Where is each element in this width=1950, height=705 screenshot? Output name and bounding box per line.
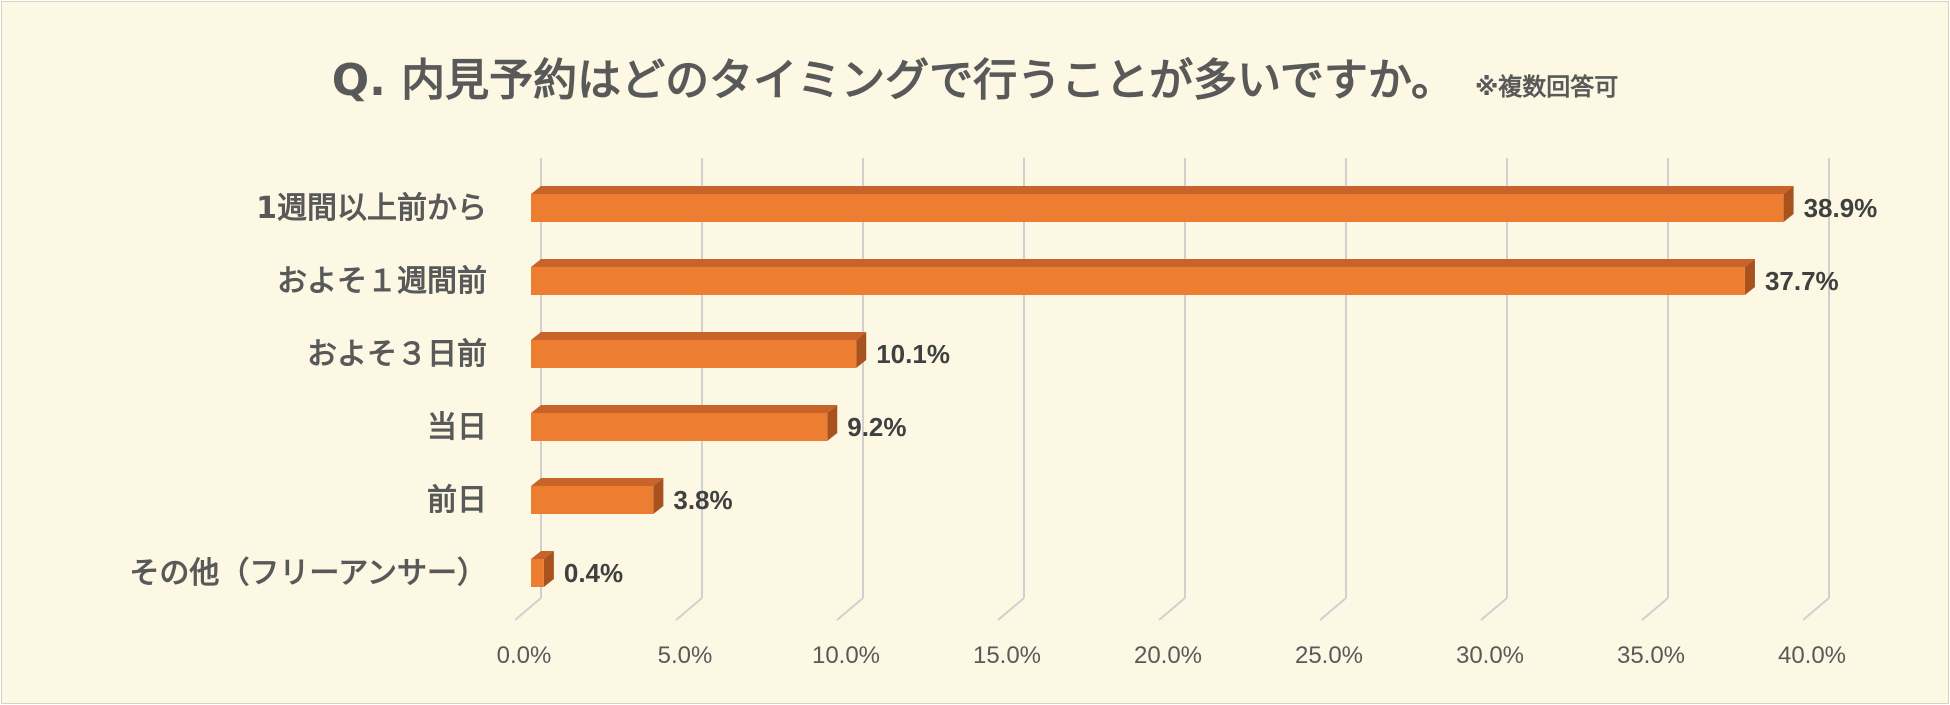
- x-tick-label: 30.0%: [1456, 642, 1524, 669]
- data-label: 37.7%: [1765, 266, 1839, 296]
- gridline-floor: [997, 597, 1025, 621]
- gridline-floor: [1641, 597, 1669, 621]
- bar-top-face: [531, 405, 838, 413]
- bar: [531, 194, 1784, 222]
- bar: [531, 267, 1745, 295]
- gridline-floor: [1802, 597, 1830, 621]
- category-label: およそ３日前: [307, 337, 487, 372]
- data-label: 9.2%: [847, 412, 906, 442]
- category-label: およそ１週間前: [277, 264, 487, 299]
- gridline-floor: [514, 597, 542, 621]
- x-tick-label: 10.0%: [812, 642, 880, 669]
- gridline-floor: [675, 597, 703, 621]
- bar-top-face: [531, 332, 867, 340]
- bar-top-face: [531, 259, 1755, 267]
- x-tick-label: 5.0%: [658, 642, 713, 669]
- data-label: 0.4%: [564, 558, 623, 588]
- x-tick-label: 20.0%: [1134, 642, 1202, 669]
- bar-side-face: [856, 332, 867, 368]
- bar: [531, 340, 857, 368]
- x-tick-label: 25.0%: [1295, 642, 1363, 669]
- category-label: その他（フリーアンサー）: [129, 556, 487, 591]
- gridline-floor: [1158, 597, 1186, 621]
- bar-top-face: [531, 551, 554, 559]
- chart-subtitle: ※複数回答可: [1474, 73, 1619, 101]
- bar-top-face: [531, 186, 1794, 194]
- bar: [531, 559, 544, 587]
- chart-title: Q. 内見予約はどのタイミングで行うことが多いですか。 ※複数回答可: [2, 44, 1948, 108]
- bar-top-face: [531, 478, 664, 486]
- data-label: 10.1%: [876, 339, 950, 369]
- bar: [531, 413, 828, 441]
- bar: [531, 486, 654, 514]
- category-label: 前日: [427, 483, 487, 518]
- x-tick-label: 15.0%: [973, 642, 1041, 669]
- bar-side-face: [1783, 186, 1794, 222]
- chart-title-text: Q. 内見予約はどのタイミングで行うことが多いですか。: [331, 55, 1455, 106]
- gridline-floor: [1480, 597, 1508, 621]
- category-label: 当日: [427, 410, 487, 445]
- x-tick-label: 0.0%: [497, 642, 552, 669]
- gridline-floor: [1319, 597, 1347, 621]
- category-label: 1週間以上前から: [256, 191, 487, 226]
- x-tick-label: 40.0%: [1778, 642, 1846, 669]
- bar-side-face: [543, 551, 554, 587]
- data-label: 3.8%: [673, 485, 732, 515]
- bar-side-face: [653, 478, 664, 514]
- bar-side-face: [1744, 259, 1755, 295]
- x-tick-label: 35.0%: [1617, 642, 1685, 669]
- gridline-floor: [836, 597, 864, 621]
- bar-side-face: [827, 405, 838, 441]
- data-label: 38.9%: [1804, 193, 1878, 223]
